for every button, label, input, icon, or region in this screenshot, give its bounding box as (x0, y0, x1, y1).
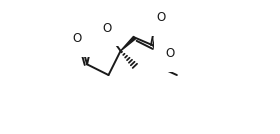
Polygon shape (121, 36, 136, 51)
Text: O: O (156, 11, 165, 24)
Text: O: O (102, 22, 112, 35)
Text: O: O (73, 32, 82, 45)
Text: O: O (165, 47, 175, 60)
